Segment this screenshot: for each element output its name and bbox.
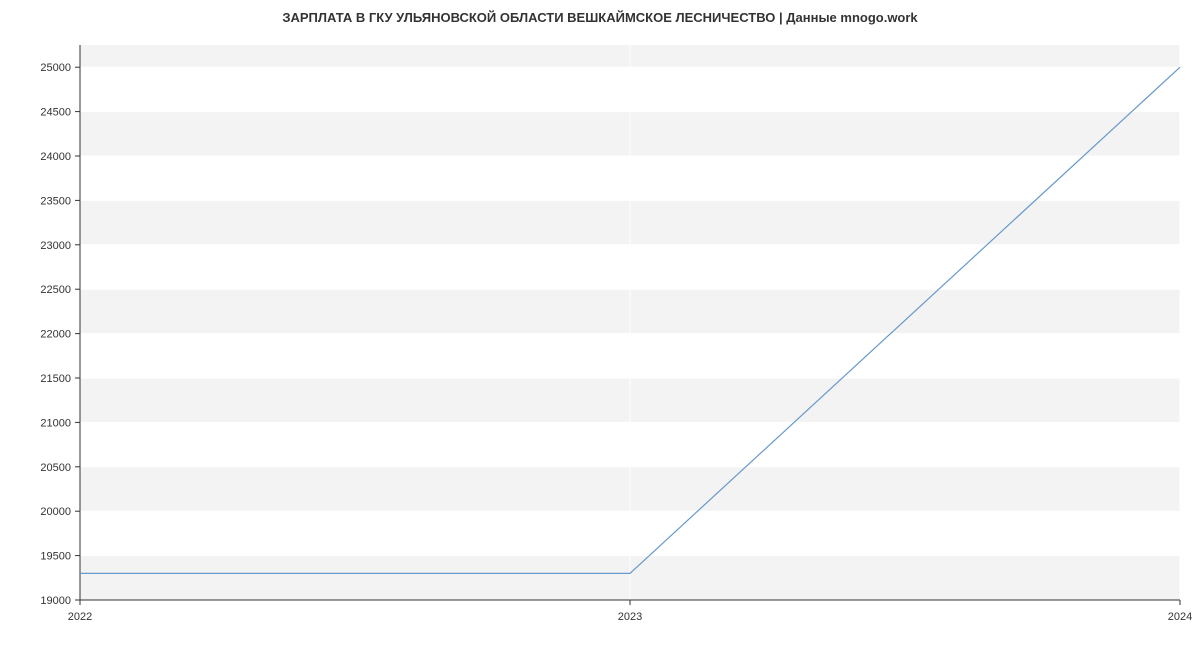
svg-text:22000: 22000 bbox=[40, 329, 71, 341]
svg-text:24500: 24500 bbox=[40, 107, 71, 119]
salary-line-chart: ЗАРПЛАТА В ГКУ УЛЬЯНОВСКОЙ ОБЛАСТИ ВЕШКА… bbox=[0, 0, 1200, 650]
svg-text:20500: 20500 bbox=[40, 462, 71, 474]
svg-text:20000: 20000 bbox=[40, 506, 71, 518]
svg-text:21500: 21500 bbox=[40, 373, 71, 385]
svg-text:2022: 2022 bbox=[68, 611, 92, 623]
svg-text:23500: 23500 bbox=[40, 195, 71, 207]
svg-text:24000: 24000 bbox=[40, 151, 71, 163]
svg-text:23000: 23000 bbox=[40, 240, 71, 252]
svg-text:2024: 2024 bbox=[1168, 611, 1192, 623]
svg-text:21000: 21000 bbox=[40, 417, 71, 429]
chart-svg: 19000 19500 20000 20500 21000 21500 22000 22500… bbox=[0, 0, 1200, 650]
svg-text:25000: 25000 bbox=[40, 62, 71, 74]
svg-text:19500: 19500 bbox=[40, 551, 71, 563]
svg-text:2023: 2023 bbox=[618, 611, 642, 623]
svg-text:19000: 19000 bbox=[40, 595, 71, 607]
svg-text:22500: 22500 bbox=[40, 284, 71, 296]
